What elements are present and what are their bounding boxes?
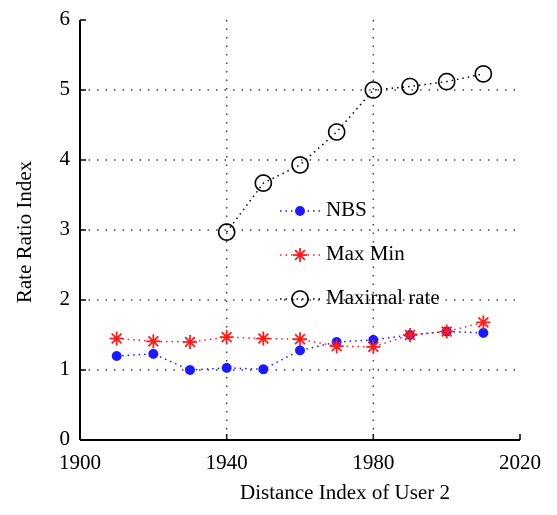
x-tick-label: 2020 [499, 450, 541, 474]
x-tick-label: 1940 [206, 450, 248, 474]
data-point [219, 330, 234, 345]
legend-marker [295, 206, 305, 216]
y-tick-label: 2 [60, 286, 71, 310]
data-point [478, 327, 489, 338]
data-point [364, 81, 383, 99]
legend-marker [291, 290, 309, 308]
data-point [366, 339, 381, 354]
data-point [437, 72, 456, 91]
x-tick-label: 1900 [59, 450, 101, 474]
y-axis-title: Rate Ratio Index [12, 160, 36, 303]
legend-marker [293, 248, 307, 262]
y-tick-label: 3 [60, 216, 71, 240]
y-tick-label: 5 [60, 76, 71, 100]
data-point [401, 77, 419, 96]
data-point [148, 348, 159, 359]
y-tick-label: 6 [60, 6, 71, 30]
data-point [217, 223, 236, 241]
legend-label: Max Min [326, 241, 405, 265]
x-axis-title: Distance Index of User 2 [240, 480, 450, 504]
data-point [293, 332, 307, 347]
y-tick-label: 0 [60, 426, 71, 450]
data-point [295, 345, 305, 356]
legend-label: NBS [326, 197, 367, 221]
data-point [109, 331, 124, 346]
data-point [291, 156, 309, 174]
data-point [476, 315, 491, 330]
x-tick-label: 1980 [352, 450, 394, 474]
data-point [329, 339, 344, 354]
data-point [256, 331, 271, 346]
data-point [185, 365, 195, 375]
data-point [146, 334, 161, 349]
data-point [403, 328, 417, 342]
data-point [439, 324, 454, 339]
data-point [254, 174, 273, 192]
data-point [183, 335, 197, 349]
data-point [327, 123, 346, 141]
data-point [221, 362, 232, 373]
y-tick-label: 1 [60, 356, 71, 380]
series-line [116, 321, 484, 348]
data-point [258, 364, 269, 375]
data-point [474, 65, 493, 83]
data-point [111, 351, 122, 361]
legend-label: Maxirnal rate [326, 285, 440, 309]
y-tick-label: 4 [60, 146, 71, 170]
